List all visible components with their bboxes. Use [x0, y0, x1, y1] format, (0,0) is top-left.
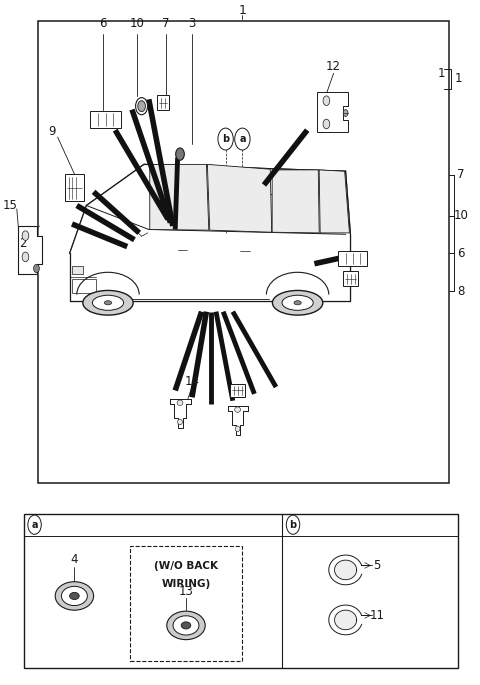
- Bar: [24, 514, 458, 668]
- Text: 6: 6: [457, 247, 465, 260]
- Text: 10: 10: [454, 210, 468, 222]
- Ellipse shape: [294, 301, 301, 305]
- Text: a: a: [31, 520, 38, 530]
- Polygon shape: [272, 170, 319, 233]
- Ellipse shape: [61, 586, 87, 606]
- Circle shape: [286, 515, 300, 534]
- Text: 1: 1: [455, 73, 462, 85]
- Text: 12: 12: [325, 60, 341, 73]
- Text: 11: 11: [369, 609, 384, 621]
- Bar: [157, 95, 169, 110]
- Text: 13: 13: [179, 585, 193, 597]
- Ellipse shape: [22, 252, 29, 262]
- Ellipse shape: [167, 611, 205, 640]
- Ellipse shape: [55, 582, 94, 610]
- Text: 10: 10: [130, 18, 144, 30]
- Ellipse shape: [181, 622, 191, 629]
- Text: 14: 14: [184, 375, 200, 388]
- Ellipse shape: [92, 295, 124, 310]
- Bar: [24, 514, 458, 536]
- Bar: [90, 112, 121, 129]
- Bar: [72, 271, 86, 281]
- Ellipse shape: [105, 301, 111, 305]
- Bar: [38, 21, 449, 483]
- Ellipse shape: [323, 96, 330, 105]
- Ellipse shape: [135, 98, 148, 115]
- Text: b: b: [222, 134, 229, 144]
- Polygon shape: [18, 226, 42, 274]
- Bar: [72, 279, 96, 293]
- Ellipse shape: [273, 290, 323, 315]
- Bar: [130, 546, 242, 661]
- Text: (W/O BACK: (W/O BACK: [154, 562, 218, 571]
- Ellipse shape: [343, 110, 348, 116]
- Text: 5: 5: [373, 559, 381, 571]
- Circle shape: [218, 128, 233, 150]
- Text: a: a: [239, 134, 246, 144]
- Bar: [72, 266, 83, 274]
- Ellipse shape: [83, 290, 133, 315]
- Circle shape: [34, 264, 39, 273]
- Circle shape: [235, 128, 250, 150]
- Polygon shape: [150, 164, 209, 230]
- Bar: [230, 384, 245, 397]
- Ellipse shape: [176, 148, 184, 160]
- Text: 15: 15: [3, 199, 18, 212]
- Ellipse shape: [173, 616, 199, 635]
- Bar: [338, 251, 367, 266]
- Ellipse shape: [323, 119, 330, 129]
- Bar: [65, 174, 84, 201]
- Text: WIRING): WIRING): [161, 579, 211, 588]
- Polygon shape: [335, 610, 357, 630]
- Text: b: b: [289, 520, 297, 530]
- Polygon shape: [319, 170, 349, 233]
- Circle shape: [28, 515, 41, 534]
- Bar: [71, 267, 97, 295]
- Text: 4: 4: [71, 553, 78, 566]
- Ellipse shape: [70, 593, 79, 599]
- Text: 1: 1: [239, 5, 246, 17]
- Text: 7: 7: [162, 18, 169, 30]
- Polygon shape: [170, 399, 191, 428]
- Text: 7: 7: [457, 169, 465, 181]
- Text: 3: 3: [188, 18, 196, 30]
- Bar: [343, 271, 358, 286]
- Text: 1: 1: [438, 67, 445, 79]
- Polygon shape: [317, 92, 348, 132]
- Polygon shape: [335, 560, 357, 580]
- Polygon shape: [228, 406, 248, 435]
- Polygon shape: [70, 164, 350, 301]
- Ellipse shape: [235, 407, 240, 412]
- Ellipse shape: [178, 419, 182, 425]
- Ellipse shape: [282, 295, 313, 310]
- Polygon shape: [207, 164, 272, 232]
- Text: 9: 9: [48, 125, 56, 138]
- Text: 2: 2: [19, 237, 27, 249]
- Text: 8: 8: [457, 285, 465, 297]
- Ellipse shape: [177, 400, 183, 406]
- Ellipse shape: [22, 231, 29, 240]
- Ellipse shape: [138, 101, 145, 112]
- Text: 6: 6: [99, 18, 107, 30]
- Ellipse shape: [235, 426, 240, 432]
